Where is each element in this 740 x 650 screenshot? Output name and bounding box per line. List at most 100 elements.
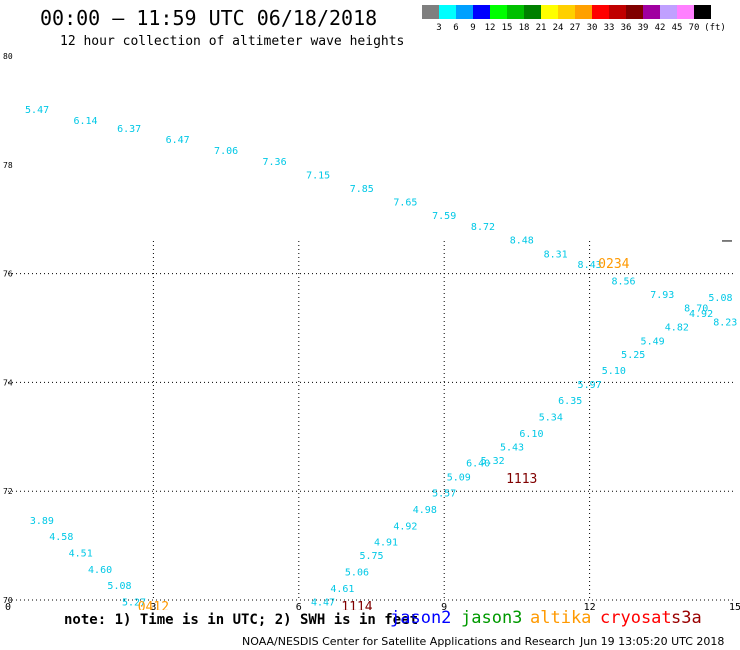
wave-height-label: 5.34 <box>539 412 563 423</box>
wave-height-label: 7.93 <box>650 290 674 301</box>
legend-swatch <box>473 5 490 19</box>
wave-height-label: 8.56 <box>611 276 635 287</box>
wave-height-label: 5.57 <box>432 489 456 500</box>
legend-swatch <box>626 5 643 19</box>
x-tick-label: 0 <box>5 602 11 610</box>
satellite-cryosat: cryosat <box>600 608 672 628</box>
x-tick-label: 9 <box>441 602 447 610</box>
legend-label: 3 <box>436 23 442 33</box>
legend-label: 30 <box>586 23 598 33</box>
legend-label: 27 <box>569 23 581 33</box>
wave-height-label: 7.85 <box>350 184 374 195</box>
legend-swatch <box>507 5 524 19</box>
wave-height-label: 5.08 <box>708 293 732 304</box>
wave-height-label: 5.06 <box>345 568 369 579</box>
wave-height-label: 4.51 <box>69 548 93 559</box>
wave-height-label: 4.61 <box>330 584 354 595</box>
wave-height-label: 7.06 <box>214 146 238 157</box>
wave-height-label: 7.59 <box>432 211 456 222</box>
legend-swatch <box>677 5 694 19</box>
satellite-s3a: s3a <box>671 608 702 628</box>
legend-label: 45 <box>671 23 683 33</box>
legend-swatch <box>422 5 439 19</box>
x-tick-label: 12 <box>584 602 596 610</box>
legend-label: 36 <box>620 23 632 33</box>
wave-height-label: 5.27 <box>122 597 146 608</box>
wave-height-label: 4.47 <box>311 597 335 608</box>
wave-height-label: 6.14 <box>73 116 97 127</box>
wave-height-label: 7.65 <box>393 198 417 209</box>
x-tick-label: 15 <box>729 602 740 610</box>
legend-swatch <box>694 5 711 19</box>
legend-swatch <box>541 5 558 19</box>
wave-height-label: 5.25 <box>621 350 645 361</box>
wave-height-label: 8.23 <box>713 317 737 328</box>
legend-swatch <box>490 5 507 19</box>
pass-time-label: 0412 <box>138 600 169 610</box>
legend-swatch <box>439 5 456 19</box>
wave-height-label: 5.49 <box>641 336 665 347</box>
legend-label: 24 <box>552 23 564 33</box>
chart-subtitle: 12 hour collection of altimeter wave hei… <box>60 34 405 49</box>
legend-swatch <box>592 5 609 19</box>
legend-swatch <box>660 5 677 19</box>
wave-height-label: 3.89 <box>30 516 54 527</box>
wave-height-label: 5.75 <box>359 551 383 562</box>
wave-height-label: 5.10 <box>602 366 626 377</box>
wave-height-label: 4.60 <box>88 565 112 576</box>
legend-label: 33 <box>603 23 615 33</box>
y-tick-label: 70 <box>3 596 13 605</box>
wave-height-label: 7.15 <box>306 170 330 181</box>
chart-title: 00:00 – 11:59 UTC 06/18/2018 <box>40 6 378 30</box>
legend-label: 15 <box>501 23 513 33</box>
legend-swatch <box>609 5 626 19</box>
wave-height-label: 5.47 <box>25 105 49 116</box>
wave-height-label: 4.82 <box>665 323 689 334</box>
wave-height-label: 4.58 <box>49 532 73 543</box>
wave-height-label: 6.10 <box>519 429 543 440</box>
legend-swatch <box>575 5 592 19</box>
pass-time-label: 1113 <box>506 472 537 487</box>
wave-height-label: 5.09 <box>447 472 471 483</box>
legend-label: 6 <box>453 23 459 33</box>
y-tick-label: 78 <box>3 161 13 170</box>
wave-height-label: 5.08 <box>107 581 131 592</box>
legend-label: 21 <box>535 23 547 33</box>
legend-label: 9 <box>470 23 476 33</box>
timestamp-text: Jun 19 13:05:20 UTC 2018 <box>580 635 725 648</box>
legend-unit: (ft) <box>704 23 726 33</box>
wave-height-label: 8.48 <box>510 236 534 247</box>
y-tick-label: 76 <box>3 270 13 279</box>
legend-swatch <box>558 5 575 19</box>
wave-height-label: 4.91 <box>374 538 398 549</box>
legend-label: 42 <box>654 23 666 33</box>
wave-height-label: 6.37 <box>117 124 141 135</box>
wave-height-label: 4.92 <box>393 521 417 532</box>
y-tick-label: 74 <box>3 378 13 387</box>
pass-time-label: 1114 <box>341 600 372 610</box>
color-legend: 3 6 9 12 15 18 21 24 27 30 33 36 39 42 45 70 (ft) <box>422 5 730 35</box>
legend-label: 12 <box>484 23 496 33</box>
wave-height-label: 8.31 <box>544 249 568 260</box>
legend-swatch <box>456 5 473 19</box>
y-tick-label: 72 <box>3 487 13 496</box>
y-tick-label: 80 <box>3 52 13 61</box>
footer-note: note: 1) Time is in UTC; 2) SWH is in fe… <box>64 612 419 628</box>
legend-swatch <box>524 5 541 19</box>
wave-height-map: 0 3 6 9 12 15 80 78 76 74 72 70 5.47 6.14 6.37 6.47 7.06… <box>3 52 740 610</box>
legend-label: 18 <box>518 23 530 33</box>
wave-height-label: 4.98 <box>413 505 437 516</box>
satellite-altika: altika <box>530 608 592 628</box>
legend-swatch <box>643 5 660 19</box>
satellite-jason3: jason3 <box>461 608 523 628</box>
pass-time-label: 0234 <box>598 257 629 272</box>
legend-label: 70 <box>688 23 700 33</box>
wave-height-label: 6.40 <box>466 459 490 470</box>
wave-height-label: 6.35 <box>558 396 582 407</box>
legend-label: 39 <box>637 23 649 33</box>
credit-text: NOAA/NESDIS Center for Satellite Applica… <box>242 635 576 648</box>
wave-height-label: 5.97 <box>578 380 602 391</box>
wave-height-label: 7.36 <box>263 157 287 168</box>
wave-height-label: 5.43 <box>500 442 524 453</box>
x-tick-label: 6 <box>296 602 302 610</box>
